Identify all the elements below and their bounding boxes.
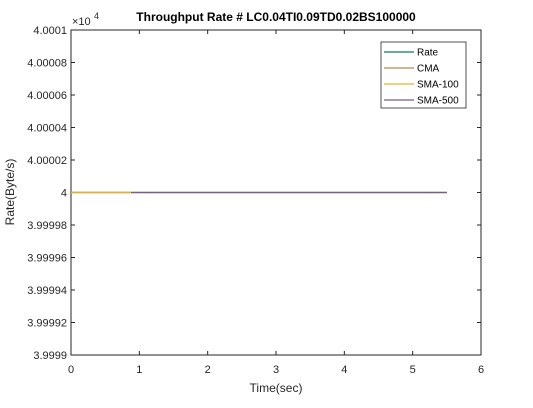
y-tick-label: 4 bbox=[61, 188, 67, 200]
y-tick-label: 3.99996 bbox=[27, 253, 67, 265]
x-tick-label: 2 bbox=[205, 364, 211, 376]
legend-box bbox=[380, 41, 467, 109]
y-tick-label: 4.00006 bbox=[27, 90, 67, 102]
x-tick-label: 6 bbox=[478, 364, 484, 376]
y-tick-label: 3.9999 bbox=[33, 350, 67, 362]
y-tick-label: 3.99994 bbox=[27, 285, 67, 297]
y-tick-label: 3.99992 bbox=[27, 318, 67, 330]
chart-title: Throughput Rate # LC0.04TI0.09TD0.02BS10… bbox=[136, 10, 416, 24]
y-exponent-power: 4 bbox=[94, 11, 99, 21]
y-tick-label: 4.0001 bbox=[33, 25, 67, 37]
y-axis: 3.9999 3.99992 3.99994 3.99996 3.99998 4 4.000… bbox=[27, 25, 481, 362]
y-tick-label: 4.00002 bbox=[27, 155, 67, 167]
x-tick-label: 1 bbox=[136, 364, 142, 376]
legend: Rate CMA SMA-100 SMA-500 bbox=[380, 41, 467, 109]
legend-entry: SMA-500 bbox=[417, 96, 459, 107]
x-axis-label: Time(sec) bbox=[250, 381, 303, 395]
x-tick-label: 0 bbox=[68, 364, 74, 376]
y-axis-label: Rate(Byte/s) bbox=[3, 159, 17, 226]
legend-entry: SMA-100 bbox=[417, 80, 459, 91]
x-tick-label: 4 bbox=[341, 364, 347, 376]
x-tick-label: 5 bbox=[410, 364, 416, 376]
y-exponent-base: ×10 bbox=[72, 16, 91, 28]
y-tick-label: 4.00008 bbox=[27, 58, 67, 70]
legend-entry: Rate bbox=[417, 48, 439, 59]
x-tick-label: 3 bbox=[273, 364, 279, 376]
legend-entry: CMA bbox=[417, 64, 440, 75]
y-tick-label: 4.00004 bbox=[27, 123, 67, 135]
y-tick-label: 3.99998 bbox=[27, 220, 67, 232]
x-axis: 0 1 2 3 4 5 6 bbox=[68, 30, 484, 376]
y-exponent-label: ×10 4 bbox=[72, 11, 99, 28]
